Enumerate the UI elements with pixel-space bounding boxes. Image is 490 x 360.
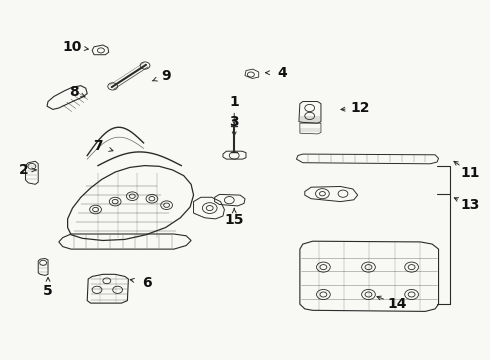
Text: 11: 11 — [461, 166, 480, 180]
Text: 6: 6 — [142, 276, 152, 289]
Text: 12: 12 — [350, 101, 370, 115]
Text: 5: 5 — [43, 284, 53, 298]
Text: 9: 9 — [161, 69, 171, 82]
Text: 2: 2 — [19, 163, 28, 177]
Text: 14: 14 — [387, 297, 407, 311]
Text: 4: 4 — [277, 66, 287, 80]
Text: 15: 15 — [224, 213, 244, 227]
Text: 13: 13 — [461, 198, 480, 212]
Text: 10: 10 — [63, 40, 82, 54]
Text: 7: 7 — [93, 139, 103, 153]
Text: 3: 3 — [229, 116, 239, 129]
Text: 8: 8 — [70, 85, 79, 99]
Text: 1: 1 — [229, 95, 239, 108]
